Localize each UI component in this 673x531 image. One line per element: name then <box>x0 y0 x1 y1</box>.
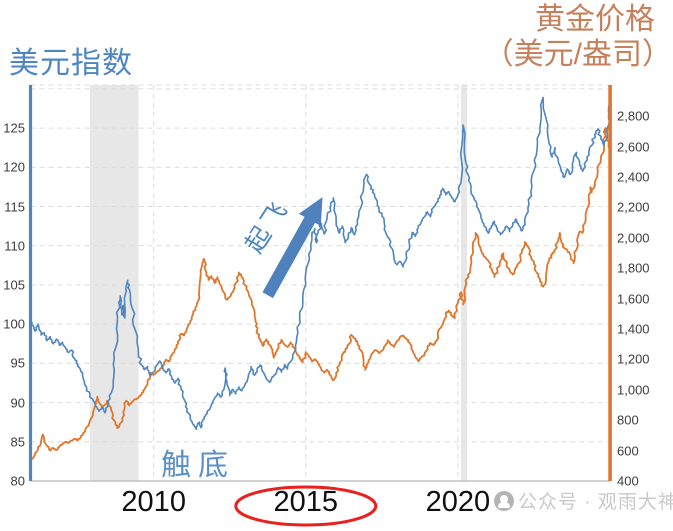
left-axis-tick-label: 120 <box>3 159 25 175</box>
right-axis-tick-label: 2,200 <box>617 199 650 215</box>
right-axis-title-line2: （美元/盎司） <box>483 38 672 71</box>
right-axis-tick-label: 1,200 <box>617 351 650 367</box>
left-axis-tick-label: 80 <box>10 473 25 489</box>
right-axis-title: 黄金价格 （美元/盎司） <box>484 2 672 72</box>
right-axis-tick-label: 1,800 <box>617 260 650 276</box>
x-axis-tick-label: 2010 <box>121 486 186 518</box>
x-axis-tick-label: 2020 <box>425 486 491 518</box>
bottom-annotation: 触底 <box>161 449 235 482</box>
recession-band <box>89 85 139 481</box>
right-axis-tick-label: 2,800 <box>617 108 650 124</box>
left-axis-tick-label: 85 <box>10 434 25 450</box>
left-axis-title: 美元指数 <box>9 47 133 80</box>
wechat-official-account-icon <box>494 490 514 511</box>
takeoff-up-arrow <box>262 197 323 299</box>
right-axis-tick-label: 800 <box>617 412 639 428</box>
recession-band <box>460 85 468 481</box>
watermark-text: 公众号 · 观雨大神经 <box>518 492 673 513</box>
left-axis-tick-label: 90 <box>10 395 25 411</box>
right-axis-spine <box>608 85 612 481</box>
left-axis-tick-label: 95 <box>10 355 25 371</box>
highlight-circle-2015 <box>234 485 378 527</box>
right-axis-title-line1: 黄金价格 <box>535 3 655 36</box>
left-axis-tick-label: 100 <box>3 316 25 332</box>
right-axis-tick-label: 600 <box>617 443 639 459</box>
gold-price-line <box>31 122 612 460</box>
right-axis-tick-label: 2,400 <box>617 169 650 185</box>
x-axis-tick-label: 2015 <box>273 486 339 518</box>
right-axis-tick-label: 2,600 <box>617 139 650 155</box>
right-axis-tick-label: 1,400 <box>617 321 650 337</box>
right-axis-tick-label: 400 <box>617 473 639 489</box>
left-axis-tick-label: 115 <box>4 199 25 215</box>
left-axis-tick-label: 105 <box>3 277 25 293</box>
left-axis-tick-label: 125 <box>3 120 25 136</box>
left-axis-tick-label: 110 <box>4 238 25 254</box>
right-axis-tick-label: 1,000 <box>617 382 650 398</box>
dollar-index-line <box>31 96 611 430</box>
right-axis-tick-label: 2,000 <box>617 230 650 246</box>
left-axis-spine <box>28 85 33 481</box>
watermark: 公众号 · 观雨大神经 <box>494 487 673 514</box>
right-axis-tick-label: 1,600 <box>617 291 650 307</box>
